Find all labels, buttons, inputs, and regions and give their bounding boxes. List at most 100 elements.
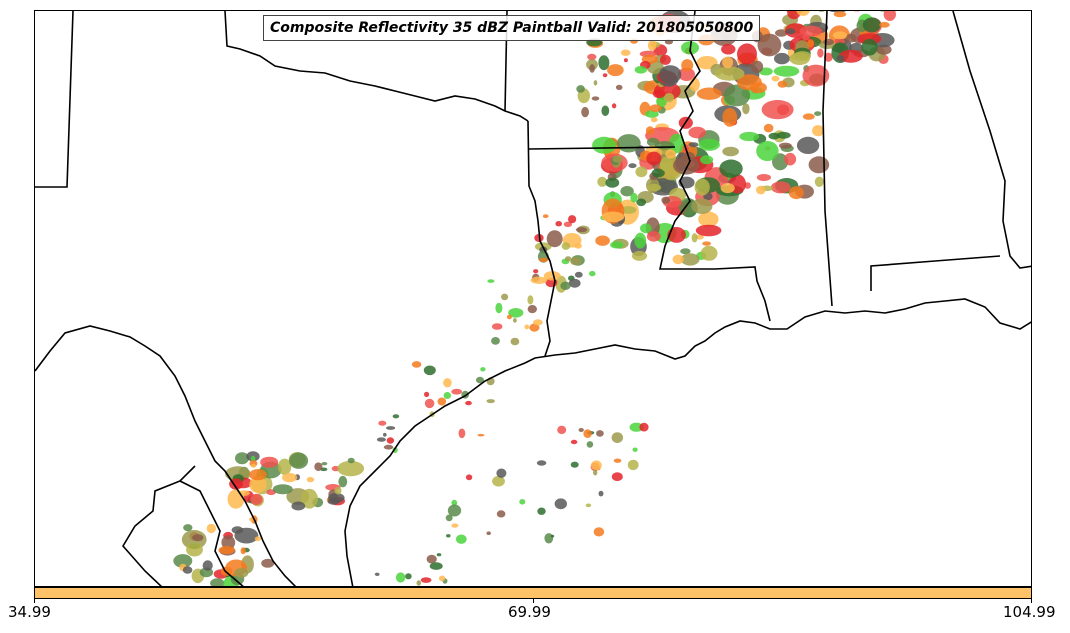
- reflectivity-cell: [182, 566, 193, 574]
- reflectivity-cell: [620, 206, 637, 214]
- reflectivity-cell: [186, 542, 203, 557]
- gulf-coast: [344, 298, 1031, 586]
- reflectivity-cell: [672, 254, 684, 265]
- reflectivity-cell: [492, 475, 505, 487]
- reflectivity-cell: [649, 104, 662, 112]
- reflectivity-cell: [634, 66, 647, 74]
- reflectivity-cell: [696, 87, 722, 100]
- reflectivity-cell: [862, 17, 882, 33]
- reflectivity-cell: [575, 227, 588, 233]
- reflectivity-cell: [739, 131, 760, 142]
- reflectivity-cell: [620, 186, 634, 197]
- reflectivity-cell: [777, 80, 788, 88]
- reflectivity-cell: [788, 186, 804, 200]
- mississippi-river: [659, 11, 771, 322]
- reflectivity-cell: [807, 39, 815, 48]
- reflectivity-cell: [221, 535, 236, 550]
- map-panel: [34, 10, 1032, 587]
- reflectivity-cell: [742, 103, 750, 115]
- reflectivity-cell: [383, 444, 394, 450]
- reflectivity-cell: [260, 456, 279, 468]
- reflectivity-cell: [496, 510, 506, 518]
- reflectivity-cell: [561, 242, 571, 250]
- reflectivity-cell: [814, 176, 824, 187]
- reflectivity-cell: [668, 133, 685, 154]
- reflectivity-cell: [700, 155, 714, 165]
- reflectivity-cell: [578, 428, 584, 432]
- reflectivity-cell: [536, 460, 547, 466]
- reflectivity-cell: [646, 151, 662, 166]
- reflectivity-cell: [557, 425, 567, 435]
- reflectivity-cell: [756, 141, 779, 161]
- reflectivity-cell: [510, 337, 520, 346]
- reflectivity-cell: [538, 257, 549, 262]
- reflectivity-cell: [680, 253, 700, 266]
- reflectivity-cell: [836, 55, 845, 62]
- reflectivity-cell: [529, 323, 540, 332]
- reflectivity-cell: [750, 60, 764, 73]
- reflectivity-cell: [506, 314, 512, 320]
- reflectivity-cell: [565, 256, 572, 262]
- reflectivity-cell: [524, 324, 530, 330]
- reflectivity-cell: [314, 462, 323, 472]
- reflectivity-cell: [486, 531, 491, 535]
- reflectivity-cell: [519, 499, 526, 505]
- reflectivity-cell: [714, 66, 745, 81]
- reflectivity-cell: [202, 560, 213, 571]
- reflectivity-cell: [772, 153, 789, 171]
- reflectivity-cell: [720, 183, 735, 194]
- reflectivity-cell: [719, 159, 743, 178]
- reflectivity-cell: [737, 43, 757, 65]
- reflectivity-cell: [667, 227, 686, 243]
- reflectivity-cell: [722, 146, 739, 157]
- reflectivity-cell: [774, 52, 790, 65]
- reflectivity-cell: [776, 131, 791, 139]
- reflectivity-cell: [698, 138, 720, 151]
- reflectivity-cell: [458, 428, 466, 439]
- reflectivity-cell: [550, 534, 555, 538]
- reflectivity-cell: [576, 85, 585, 93]
- reflectivity-cell: [700, 245, 718, 261]
- reflectivity-cell: [646, 183, 662, 192]
- reflectivity-cell: [589, 270, 596, 277]
- reflectivity-cell: [587, 53, 597, 61]
- texas-panhandle-border: [35, 11, 74, 188]
- reflectivity-cell: [845, 33, 857, 43]
- reflectivity-cell: [818, 11, 825, 12]
- reflectivity-cell: [465, 400, 472, 406]
- reflectivity-cell: [620, 49, 631, 56]
- reflectivity-cell: [173, 554, 193, 568]
- reflectivity-cell: [583, 429, 592, 438]
- reflectivity-cell: [595, 235, 610, 246]
- reflectivity-cell: [695, 234, 704, 240]
- reflectivity-cell: [763, 123, 774, 133]
- tx-la-border: [527, 120, 556, 357]
- reflectivity-cell: [601, 211, 625, 223]
- reflectivity-cell: [691, 198, 713, 214]
- reflectivity-cell: [560, 281, 571, 290]
- reflectivity-cell: [591, 460, 602, 471]
- reflectivity-cell: [376, 437, 386, 442]
- reflectivity-cell: [395, 572, 406, 583]
- reflectivity-cell: [627, 459, 639, 471]
- reflectivity-cell: [602, 73, 608, 78]
- reflectivity-cell: [802, 113, 815, 120]
- reflectivity-cell: [680, 248, 691, 255]
- reflectivity-cell: [250, 463, 257, 468]
- reflectivity-cell: [605, 177, 620, 188]
- reflectivity-cell: [447, 504, 462, 517]
- reflectivity-cell: [647, 40, 657, 51]
- reflectivity-cell: [691, 233, 698, 243]
- reflectivity-map: [35, 11, 1031, 586]
- reflectivity-cell: [249, 469, 267, 481]
- reflectivity-cell: [533, 319, 543, 326]
- reflectivity-cell: [636, 198, 647, 207]
- reflectivity-cell: [327, 498, 340, 505]
- reflectivity-cell: [486, 399, 495, 404]
- reflectivity-cell: [392, 414, 400, 419]
- reflectivity-cell: [250, 493, 263, 505]
- reflectivity-cell: [249, 476, 267, 493]
- reflectivity-cell: [784, 152, 797, 166]
- reflectivity-cell: [234, 568, 249, 578]
- reflectivity-cell: [487, 279, 495, 283]
